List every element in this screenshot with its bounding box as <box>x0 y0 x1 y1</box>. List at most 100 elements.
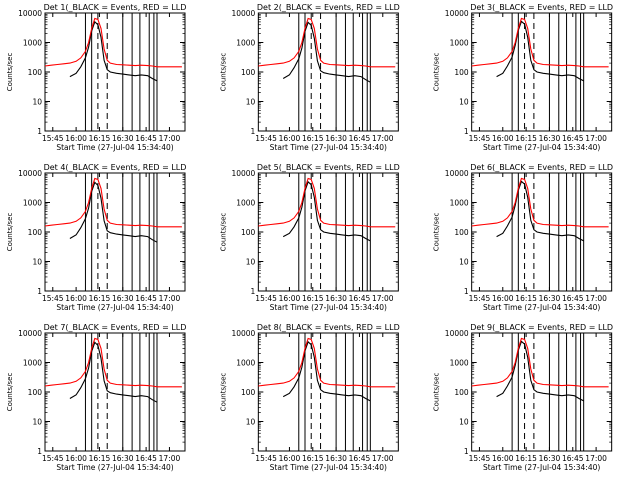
x-axis-label: Start Time (27-Jul-04 15:34:40) <box>483 303 600 312</box>
x-axis-label: Start Time (27-Jul-04 15:34:40) <box>483 463 600 472</box>
panel-title: Det 8(_BLACK = Events, RED = LLD <box>257 323 400 332</box>
x-tick-label: 16:15 <box>302 134 324 143</box>
plot-frame <box>44 12 186 132</box>
x-tick-label: 17:00 <box>372 134 394 143</box>
panel-title: Det 3(_BLACK = Events, RED = LLD <box>470 3 613 12</box>
y-tick-label: 10000 <box>231 329 255 338</box>
x-tick-label: 16:00 <box>65 454 87 463</box>
lld-series-line <box>258 177 396 228</box>
x-tick-label: 16:30 <box>325 454 347 463</box>
plot-frame <box>257 332 399 452</box>
y-tick-label: 1 <box>37 287 42 296</box>
x-tick-label: 15:45 <box>42 294 64 303</box>
events-series-line <box>496 20 584 82</box>
x-tick-label: 17:00 <box>585 134 607 143</box>
y-tick-label: 100 <box>241 68 256 77</box>
y-tick-label: 100 <box>454 68 469 77</box>
x-tick-label: 16:00 <box>492 454 514 463</box>
x-tick-label: 17:00 <box>585 454 607 463</box>
y-tick-label: 10 <box>459 418 469 427</box>
y-tick-label: 1 <box>464 447 469 456</box>
detector-panel: Det 7(_BLACK = Events, RED = LLD 1 10 100 10… <box>6 323 186 472</box>
plot-frame <box>44 332 186 452</box>
y-tick-label: 10000 <box>231 9 255 18</box>
x-tick-label: 15:45 <box>469 294 491 303</box>
y-tick-label: 1000 <box>236 39 255 48</box>
x-axis-label: Start Time (27-Jul-04 15:34:40) <box>270 303 387 312</box>
x-axis-label: Start Time (27-Jul-04 15:34:40) <box>270 463 387 472</box>
x-tick-label: 16:00 <box>492 294 514 303</box>
y-axis-label: Counts/sec <box>6 53 14 92</box>
x-tick-label: 16:30 <box>112 454 134 463</box>
x-tick-label: 16:45 <box>349 294 371 303</box>
x-tick-label: 16:15 <box>302 454 324 463</box>
x-tick-label: 17:00 <box>585 294 607 303</box>
y-tick-label: 1000 <box>23 359 42 368</box>
events-series-line <box>282 21 371 83</box>
y-tick-label: 1000 <box>450 359 469 368</box>
y-tick-label: 10 <box>32 258 42 267</box>
plot-frame <box>471 172 613 292</box>
plot-frame <box>257 172 399 292</box>
x-tick-label: 16:15 <box>89 294 111 303</box>
x-tick-label: 16:45 <box>135 134 157 143</box>
y-tick-label: 10000 <box>231 169 255 178</box>
y-tick-label: 10 <box>246 258 256 267</box>
y-axis-label: Counts/sec <box>219 373 227 412</box>
x-tick-label: 16:45 <box>562 134 584 143</box>
y-tick-label: 1 <box>37 447 42 456</box>
y-tick-label: 10 <box>32 98 42 107</box>
y-tick-label: 10000 <box>18 9 42 18</box>
x-tick-label: 16:45 <box>562 454 584 463</box>
detector-panel: Det 3(_BLACK = Events, RED = LLD 1 10 100 10… <box>433 3 613 152</box>
x-axis-label: Start Time (27-Jul-04 15:34:40) <box>483 143 600 152</box>
x-tick-label: 16:00 <box>65 294 87 303</box>
lld-series-line <box>471 177 609 228</box>
x-tick-label: 16:15 <box>515 454 537 463</box>
y-tick-label: 100 <box>28 388 43 397</box>
detector-panel: Det 8(_BLACK = Events, RED = LLD 1 10 100 10… <box>219 323 399 472</box>
y-tick-label: 100 <box>28 68 43 77</box>
x-tick-label: 16:15 <box>515 134 537 143</box>
detector-panel: Det 6(_BLACK = Events, RED = LLD 1 10 100 10… <box>433 163 613 312</box>
events-series-line <box>496 180 584 242</box>
y-tick-label: 1 <box>37 127 42 136</box>
x-tick-label: 16:00 <box>492 134 514 143</box>
x-tick-label: 16:30 <box>112 134 134 143</box>
plot-frame <box>257 12 399 132</box>
x-tick-label: 15:45 <box>255 454 277 463</box>
x-tick-label: 16:30 <box>325 294 347 303</box>
lld-series-line <box>258 17 396 68</box>
lld-series-line <box>471 337 609 388</box>
x-tick-label: 16:30 <box>539 454 561 463</box>
x-tick-label: 15:45 <box>42 454 64 463</box>
x-tick-label: 16:15 <box>89 454 111 463</box>
x-tick-label: 15:45 <box>469 134 491 143</box>
events-series-line <box>282 340 371 402</box>
detector-panel: Det 1(_BLACK = Events, RED = LLD 1 10 100 10… <box>6 3 186 152</box>
y-tick-label: 1000 <box>236 359 255 368</box>
events-series-line <box>69 20 158 82</box>
y-tick-label: 1 <box>251 447 256 456</box>
y-tick-label: 1000 <box>236 199 255 208</box>
x-tick-label: 16:45 <box>135 454 157 463</box>
x-tick-label: 15:45 <box>469 454 491 463</box>
plot-frame <box>44 172 186 292</box>
panel-title: Det 5(_BLACK = Events, RED = LLD <box>257 163 400 172</box>
panel-title: Det 1(_BLACK = Events, RED = LLD <box>44 3 187 12</box>
x-axis-label: Start Time (27-Jul-04 15:34:40) <box>56 143 173 152</box>
y-tick-label: 10000 <box>18 329 42 338</box>
y-tick-label: 10000 <box>445 329 469 338</box>
x-tick-label: 17:00 <box>159 134 181 143</box>
y-tick-label: 100 <box>454 388 469 397</box>
y-tick-label: 1 <box>464 287 469 296</box>
y-tick-label: 1000 <box>450 199 469 208</box>
y-tick-label: 10 <box>246 98 256 107</box>
y-tick-label: 1000 <box>450 39 469 48</box>
detector-panel: Det 4(_BLACK = Events, RED = LLD 1 10 100 10… <box>6 163 186 312</box>
x-tick-label: 16:45 <box>349 454 371 463</box>
x-tick-label: 15:45 <box>42 134 64 143</box>
y-tick-label: 100 <box>241 228 256 237</box>
